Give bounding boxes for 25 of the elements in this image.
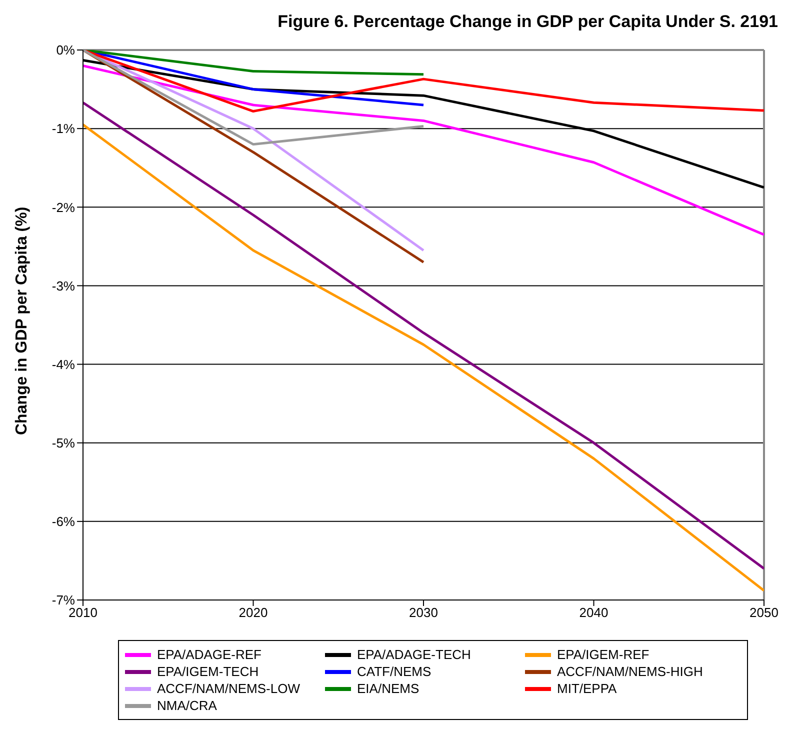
x-tick-label: 2040: [579, 605, 608, 620]
y-tick-label: -6%: [52, 514, 76, 530]
legend-label: CATF/NEMS: [357, 664, 432, 679]
x-tick-label: 2010: [68, 605, 98, 620]
legend-label: ACCF/NAM/NEMS-LOW: [157, 681, 300, 696]
y-tick-label: -7%: [52, 592, 76, 608]
legend-label: EPA/ADAGE-TECH: [357, 647, 471, 662]
y-tick-label: -3%: [52, 278, 76, 294]
x-tick-label: 2030: [409, 605, 438, 620]
legend-label: NMA/CRA: [157, 698, 217, 713]
y-tick-label: -1%: [52, 121, 76, 136]
legend-label: MIT/EPPA: [557, 681, 617, 696]
legend-label: EPA/ADAGE-REF: [157, 647, 262, 662]
legend-label: EPA/IGEM-REF: [557, 647, 650, 662]
y-tick-label: 0%: [56, 42, 76, 58]
legend-label: ACCF/NAM/NEMS-HIGH: [557, 664, 703, 679]
y-tick-label: -4%: [52, 356, 76, 372]
legend-label: EPA/IGEM-TECH: [157, 664, 259, 679]
legend-label: EIA/NEMS: [357, 681, 420, 696]
y-axis-title: Change in GDP per Capita (%): [14, 206, 31, 435]
x-tick-label: 2020: [238, 605, 268, 620]
y-tick-label: -2%: [52, 200, 76, 215]
y-tick-label: -5%: [52, 435, 76, 450]
x-tick-label: 2050: [750, 605, 778, 620]
chart-title: Figure 6. Percentage Change in GDP per Capita Under S. 2191: [276, 11, 778, 33]
